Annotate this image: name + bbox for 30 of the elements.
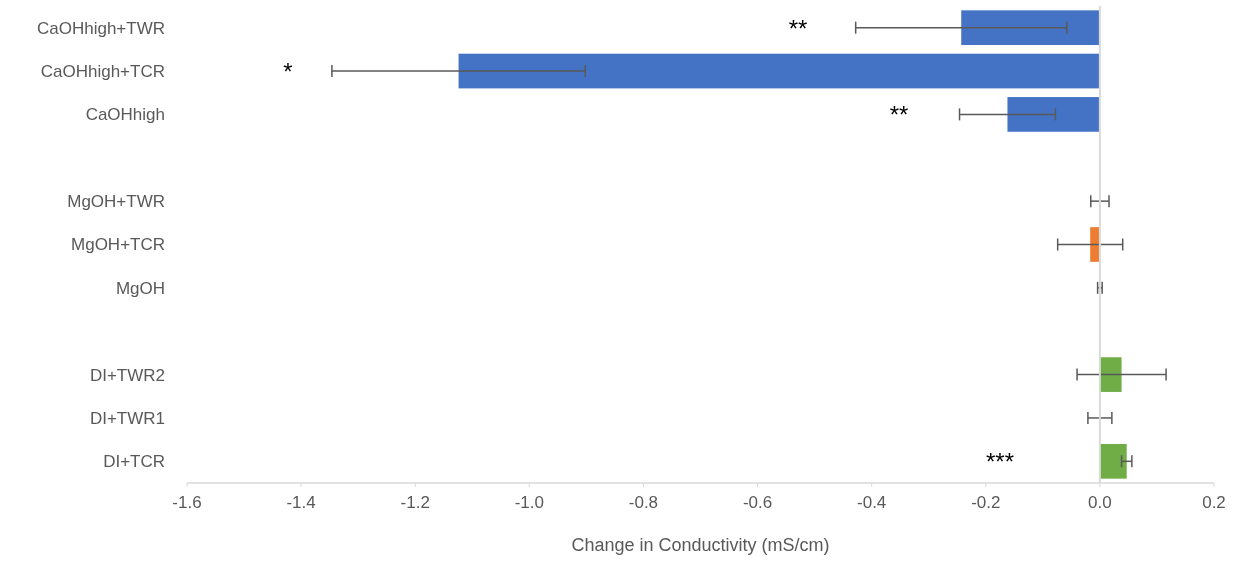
annotation: ** xyxy=(889,101,909,129)
y-tick-label: DI+TWR1 xyxy=(89,408,165,428)
x-tick-label: -1.6 xyxy=(172,493,202,512)
x-tick-label: -0.6 xyxy=(742,493,773,512)
bar xyxy=(1007,97,1100,132)
x-axis-title: Change in Conductivity (mS/cm) xyxy=(571,535,830,555)
bar xyxy=(1090,227,1100,262)
x-tick-label: 0.0 xyxy=(1088,493,1112,512)
x-tick-label: -1.4 xyxy=(286,493,316,512)
bar xyxy=(1099,443,1127,479)
y-tick-label: MgOH+TCR xyxy=(71,235,165,255)
x-tick-label: -1.2 xyxy=(400,493,430,512)
x-tick-label: -0.2 xyxy=(971,493,1001,512)
x-tick-label: 0.2 xyxy=(1202,493,1226,512)
y-tick-label: MgOH xyxy=(115,278,165,298)
y-tick-label: DI+TCR xyxy=(103,452,165,472)
y-tick-label: CaOHhigh+TWR xyxy=(36,18,165,38)
y-tick-label: MgOH+TWR xyxy=(67,192,165,212)
bar xyxy=(1099,357,1122,392)
y-tick-label: DI+TWR2 xyxy=(89,365,165,385)
x-tick-label: -1.0 xyxy=(514,493,544,512)
y-tick-label: CaOHhigh+TCR xyxy=(40,62,165,81)
annotation: *** xyxy=(985,448,1015,476)
annotation: ** xyxy=(788,14,808,42)
x-tick-label: -0.4 xyxy=(857,493,887,512)
bar xyxy=(458,53,1100,89)
y-tick-label: CaOHhigh xyxy=(85,105,165,125)
annotation: * xyxy=(283,58,293,86)
x-tick-label: -0.8 xyxy=(628,493,659,512)
bar xyxy=(961,10,1100,46)
